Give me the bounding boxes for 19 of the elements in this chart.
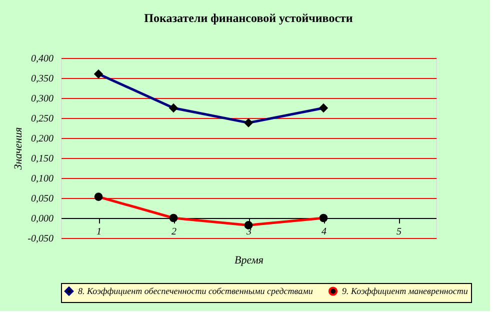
- y-tick-label: 0,000: [31, 214, 54, 224]
- y-tick-label: 0,350: [31, 74, 54, 84]
- y-tick-label: 0,300: [31, 94, 54, 104]
- legend-label: 8. Коэффициент обеспеченности собственными средствами: [78, 286, 314, 296]
- legend-label: 9. Коэффициент маневренности: [342, 286, 468, 296]
- chart-title: Показатели финансовой устойчивости: [144, 11, 353, 25]
- x-tick-label: 2: [172, 226, 176, 238]
- y-axis-title: Значения: [12, 127, 25, 170]
- y-tick-label: -0,050: [28, 234, 54, 244]
- x-tick-label: 4: [322, 226, 326, 238]
- y-tick-label: 0,150: [31, 154, 54, 164]
- y-tick-label: 0,400: [31, 54, 54, 64]
- x-tick-label: 1: [96, 226, 102, 238]
- y-tick-label: 0,200: [31, 134, 54, 144]
- y-tick-label: 0,250: [31, 114, 54, 124]
- x-tick-label: 5: [396, 226, 402, 238]
- x-axis-title: Время: [234, 254, 264, 266]
- y-tick-label: 0,050: [31, 194, 54, 204]
- y-tick-label: 0,100: [31, 174, 54, 184]
